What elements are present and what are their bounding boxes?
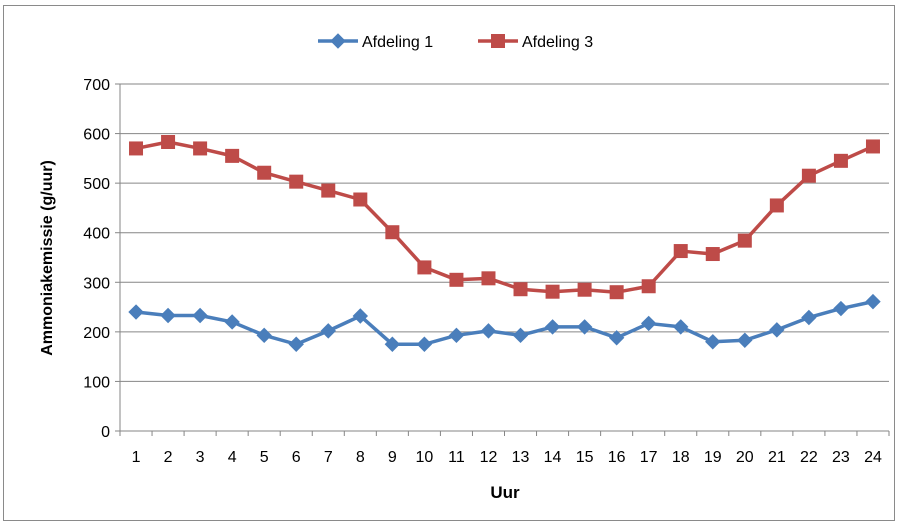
legend-marker — [491, 34, 505, 48]
data-point — [192, 307, 208, 324]
y-tick-label: 300 — [83, 275, 110, 292]
legend: Afdeling 1 Afdeling 3 — [318, 33, 593, 51]
data-point — [609, 285, 624, 300]
x-tick-label: 12 — [480, 449, 498, 466]
data-point — [801, 168, 816, 183]
data-point — [289, 174, 304, 189]
data-point — [737, 233, 752, 248]
data-point — [544, 319, 561, 335]
data-point — [384, 336, 401, 352]
data-point — [256, 327, 272, 344]
x-tick-label: 13 — [512, 449, 530, 466]
data-point — [128, 304, 144, 320]
x-tick-label: 14 — [544, 449, 562, 466]
data-point — [640, 315, 657, 332]
y-axis-label: Ammoniakemissie (g/uur) — [39, 160, 56, 356]
data-point — [513, 282, 528, 297]
x-tick-label: 15 — [576, 449, 594, 466]
data-point — [545, 284, 560, 299]
x-tick-label: 21 — [768, 449, 786, 466]
data-point — [160, 307, 176, 324]
data-point — [448, 327, 465, 344]
data-point — [801, 309, 817, 326]
x-tick-label: 19 — [704, 449, 722, 466]
y-tick-label: 0 — [101, 424, 110, 441]
y-tick-label: 200 — [83, 325, 110, 342]
y-tick-label: 400 — [83, 226, 110, 243]
legend-marker — [330, 33, 346, 49]
x-tick-label: 8 — [356, 449, 365, 466]
x-tick-label: 3 — [196, 449, 205, 466]
data-point — [865, 139, 880, 154]
data-point — [577, 282, 592, 297]
data-point — [416, 336, 433, 352]
x-tick-label: 18 — [672, 449, 690, 466]
y-tick-label: 600 — [83, 127, 110, 144]
data-point — [673, 244, 688, 259]
legend-item-1: Afdeling 1 — [318, 33, 433, 51]
gridlines — [120, 83, 889, 382]
series-layer — [128, 134, 881, 352]
x-tick-label: 22 — [800, 449, 818, 466]
data-point — [385, 225, 400, 240]
x-tick-label: 5 — [260, 449, 269, 466]
x-tick-label: 2 — [164, 449, 173, 466]
data-point — [417, 260, 432, 275]
data-point — [576, 319, 593, 335]
x-tick-label: 23 — [832, 449, 850, 466]
legend-item-2: Afdeling 3 — [478, 34, 593, 51]
data-point — [353, 192, 368, 207]
data-point — [481, 271, 496, 286]
data-point — [161, 134, 176, 149]
x-axis-label: Uur — [490, 483, 520, 502]
data-point — [257, 165, 272, 180]
data-point — [769, 322, 785, 338]
y-tick-label: 700 — [83, 77, 110, 94]
data-point — [480, 323, 497, 339]
x-tick-label: 1 — [132, 449, 141, 466]
data-point — [833, 300, 849, 317]
data-point — [193, 141, 208, 156]
data-point — [673, 319, 689, 335]
data-point — [705, 247, 720, 262]
data-point — [865, 293, 881, 310]
series-line — [135, 299, 874, 346]
x-tick-label: 11 — [448, 449, 465, 466]
y-tick-labels: 0 100 200 300 400 500 600 700 — [83, 77, 110, 441]
x-tick-label: 4 — [228, 449, 237, 466]
data-point — [449, 272, 464, 287]
series-1 — [128, 293, 881, 352]
data-point — [288, 336, 304, 352]
series-line — [135, 140, 874, 294]
data-point — [608, 330, 625, 346]
data-point — [225, 148, 240, 163]
legend-label: Afdeling 1 — [362, 34, 433, 51]
axes — [115, 83, 890, 436]
x-tick-label: 9 — [388, 449, 397, 466]
x-tick-label: 6 — [292, 449, 301, 466]
data-point — [320, 323, 336, 339]
x-tick-label: 20 — [736, 449, 754, 466]
data-point — [129, 141, 144, 156]
data-point — [769, 198, 784, 213]
x-tick-labels: 1 2 3 4 5 6 7 8 9 10 11 12 13 14 15 16 17 18 19 20 21 22 23 24 — [132, 449, 882, 466]
data-point — [512, 327, 529, 344]
series-2 — [129, 134, 880, 300]
y-tick-label: 500 — [83, 176, 110, 193]
x-tick-label: 17 — [640, 449, 658, 466]
x-tick-label: 10 — [415, 449, 433, 466]
data-point — [641, 279, 656, 294]
data-point — [224, 314, 240, 330]
legend-label: Afdeling 3 — [522, 34, 593, 51]
data-point — [737, 332, 753, 348]
data-point — [833, 153, 848, 168]
x-tick-label: 7 — [324, 449, 333, 466]
y-tick-label: 100 — [83, 374, 110, 391]
data-point — [321, 183, 336, 198]
data-point — [352, 308, 369, 324]
data-point — [705, 334, 721, 350]
x-tick-label: 24 — [864, 449, 882, 466]
x-tick-label: 16 — [608, 449, 626, 466]
